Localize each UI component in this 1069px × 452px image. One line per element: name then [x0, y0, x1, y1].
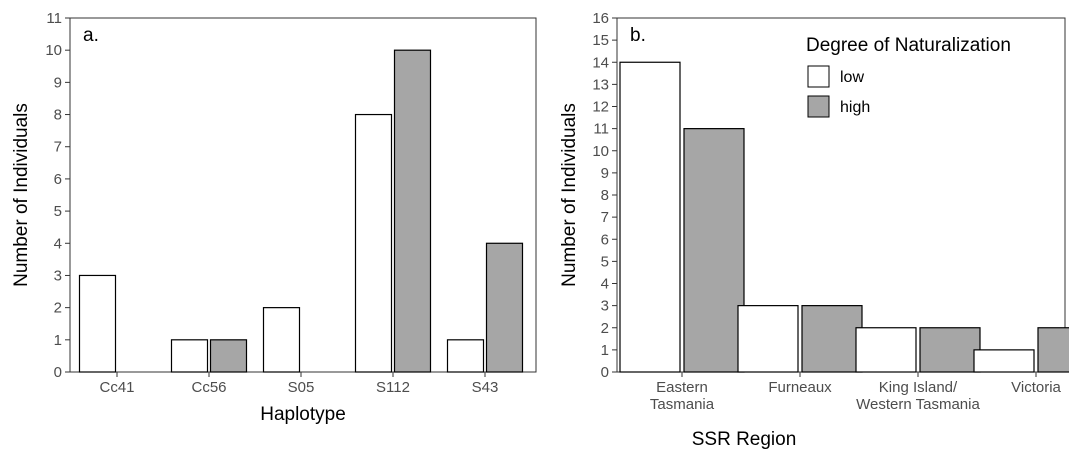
bar-low — [262, 307, 301, 373]
bar-high — [801, 305, 863, 373]
x-tick-label: Victoria — [1011, 379, 1061, 396]
y-tick-label: 0 — [54, 364, 62, 381]
y-tick-label: 12 — [592, 99, 609, 116]
bar-high — [485, 242, 524, 373]
bar-low — [78, 274, 117, 373]
y-tick-label: 2 — [54, 300, 62, 317]
bar-high — [1037, 327, 1069, 373]
y-tick-label: 8 — [54, 107, 62, 124]
bar-high — [919, 327, 981, 373]
y-tick-label: 1 — [54, 332, 62, 349]
x-tick-label: Furneaux — [768, 379, 832, 396]
bar-low — [354, 113, 393, 373]
bar-low — [855, 327, 917, 373]
x-tick-label: King Island/Western Tasmania — [856, 379, 980, 413]
bar-low — [170, 339, 209, 373]
bar-high — [209, 339, 248, 373]
y-tick-label: 16 — [592, 10, 609, 27]
x-tick-label: S43 — [472, 379, 499, 396]
x-tick-label: S05 — [288, 379, 315, 396]
panel-b-x-title: SSR Region — [692, 429, 797, 450]
y-tick-label: 3 — [601, 298, 609, 315]
legend-swatch-low — [807, 65, 830, 88]
y-tick-label: 6 — [601, 231, 609, 248]
bar-low — [973, 349, 1035, 373]
x-tick-label: Eastern Tasmania — [650, 379, 715, 413]
panel-a-bars — [78, 49, 524, 373]
y-tick-label: 9 — [601, 165, 609, 182]
panel-a-x-title: Haplotype — [260, 404, 346, 425]
y-tick-label: 7 — [601, 209, 609, 226]
bar-low — [619, 61, 681, 373]
legend-title: Degree of Naturalization — [806, 35, 1011, 56]
y-tick-label: 10 — [45, 42, 62, 59]
y-tick-label: 8 — [601, 187, 609, 204]
y-tick-label: 4 — [601, 276, 609, 293]
legend-label-low: low — [840, 69, 864, 86]
y-tick-label: 0 — [601, 364, 609, 381]
y-tick-label: 5 — [54, 203, 62, 220]
panel-a-y-axis: 0 1 2 3 4 5 6 7 8 9 10 11 — [45, 10, 70, 381]
x-tick-label: S112 — [376, 379, 410, 396]
panel-b-y-title: Number of Individuals — [559, 103, 580, 287]
legend-swatch-high — [807, 95, 830, 118]
bar-low — [737, 305, 799, 373]
panel-a-label: a. — [83, 25, 99, 46]
panel-a: 0 1 2 3 4 5 6 7 8 9 10 11 Cc41 Cc56 S05 S112 S43 a. Hap… — [11, 10, 537, 425]
y-tick-label: 11 — [46, 10, 62, 27]
legend-label-high: high — [840, 99, 870, 116]
panel-b-bars — [619, 61, 1069, 373]
y-tick-label: 1 — [601, 342, 609, 359]
x-tick-label: Cc56 — [191, 379, 226, 396]
y-tick-label: 9 — [54, 74, 62, 91]
panel-b-x-axis: Eastern Tasmania Furneaux King Island/Weste… — [650, 372, 1062, 413]
y-tick-label: 5 — [601, 253, 609, 270]
y-tick-label: 3 — [54, 267, 62, 284]
y-tick-label: 10 — [592, 143, 609, 160]
panel-a-x-axis: Cc41 Cc56 S05 S112 S43 — [99, 372, 498, 396]
y-tick-label: 14 — [592, 54, 609, 71]
y-tick-label: 6 — [54, 171, 62, 188]
bar-high — [683, 128, 745, 373]
y-tick-label: 2 — [601, 320, 609, 337]
panel-a-frame — [69, 17, 537, 373]
bar-low — [446, 339, 485, 373]
panel-b-label: b. — [630, 25, 646, 46]
y-tick-label: 4 — [54, 235, 62, 252]
legend: Degree of Naturalization low high — [806, 35, 1011, 118]
panel-a-y-title: Number of Individuals — [11, 103, 32, 287]
y-tick-label: 7 — [54, 139, 62, 156]
bar-high — [393, 49, 432, 373]
y-tick-label: 15 — [592, 32, 609, 49]
y-tick-label: 13 — [592, 76, 609, 93]
y-tick-label: 11 — [593, 121, 609, 138]
x-tick-label: Cc41 — [99, 379, 134, 396]
